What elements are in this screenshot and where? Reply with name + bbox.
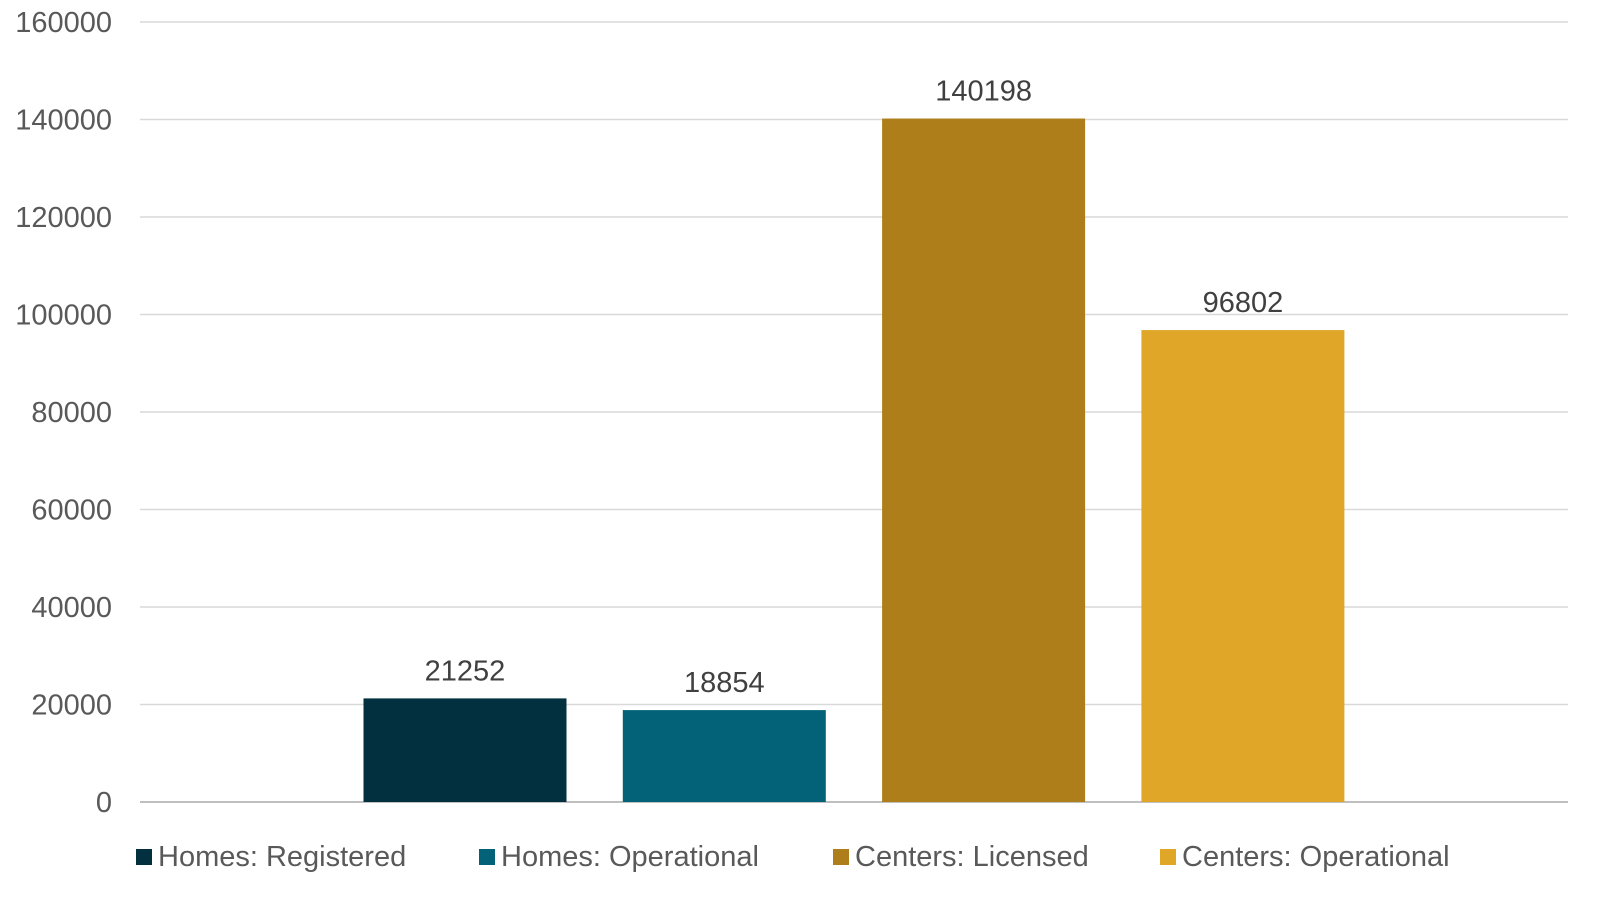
legend-item-centers-operational: Centers: Operational [1160, 835, 1450, 879]
bar [622, 710, 826, 802]
y-tick-label: 160000 [15, 7, 112, 39]
data-label: 18854 [684, 667, 765, 699]
legend-label: Centers: Licensed [855, 840, 1089, 873]
y-tick-label: 100000 [15, 300, 112, 332]
legend-item-homes-registered: Homes: Registered [136, 835, 406, 879]
y-tick-label: 40000 [31, 592, 112, 624]
data-label: 140198 [935, 76, 1032, 108]
legend-label: Homes: Operational [501, 840, 759, 873]
legend-swatch [833, 849, 849, 865]
data-label: 96802 [1203, 287, 1284, 319]
y-tick-label: 20000 [31, 690, 112, 722]
legend-swatch [1160, 849, 1176, 865]
legend-swatch [479, 849, 495, 865]
y-tick-label: 80000 [31, 397, 112, 429]
y-tick-label: 120000 [15, 202, 112, 234]
legend-label: Homes: Registered [158, 840, 407, 873]
y-tick-label: 60000 [31, 495, 112, 527]
bar [882, 118, 1086, 803]
legend-label: Centers: Operational [1182, 840, 1450, 873]
bars [363, 118, 1345, 803]
bar-chart: 0 20000 40000 60000 80000 100000 120000 140000 1… [15, 7, 1568, 819]
y-tick-label: 0 [96, 787, 112, 819]
y-axis-ticks: 0 20000 40000 60000 80000 100000 120000 140000 1… [15, 7, 112, 819]
data-labels: 21252 18854 140198 96802 [425, 76, 1284, 700]
legend-item-centers-licensed: Centers: Licensed [833, 835, 1089, 879]
bar [1141, 330, 1345, 802]
y-tick-label: 140000 [15, 105, 112, 137]
gridlines [140, 21, 1568, 803]
legend-swatch [136, 849, 152, 865]
legend: Homes: Registered Homes: Operational Cen… [0, 835, 1621, 879]
data-label: 21252 [425, 655, 506, 687]
legend-item-homes-operational: Homes: Operational [479, 835, 759, 879]
bar [363, 698, 567, 802]
